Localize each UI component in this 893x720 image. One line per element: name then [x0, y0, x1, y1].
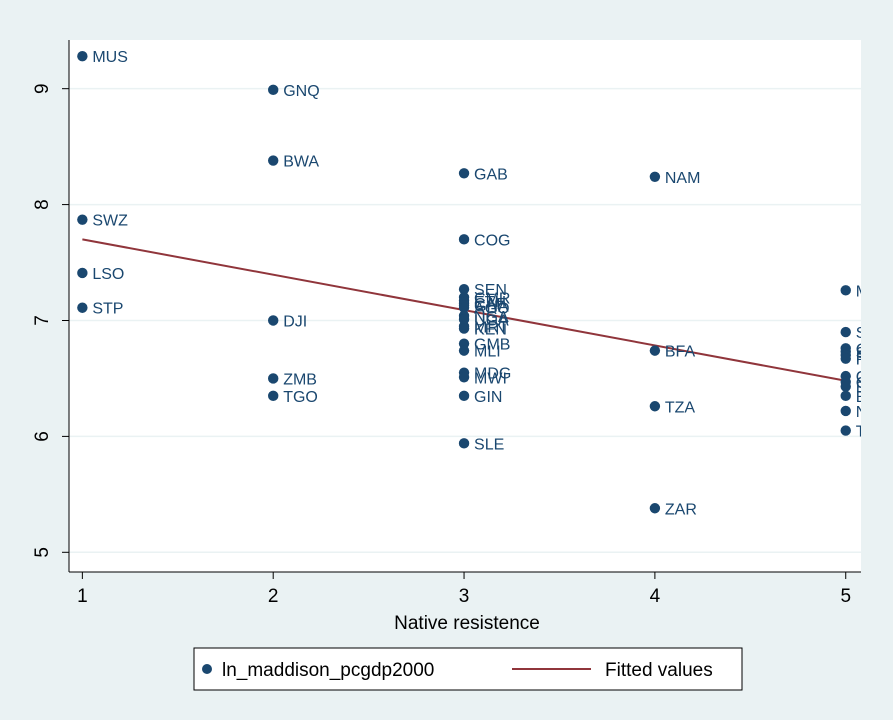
x-tick-label-5: 5: [840, 586, 851, 607]
point-label-COG: COG: [474, 232, 510, 249]
point-label-CAF: CAF: [474, 296, 506, 313]
point-ZAR: [649, 503, 661, 514]
x-tick-label-1: 1: [77, 586, 88, 607]
y-tick-label-6: 6: [32, 431, 53, 442]
point-TGO: [268, 390, 279, 402]
point-label-GAB: GAB: [474, 166, 508, 183]
point-label-GIN: GIN: [474, 389, 502, 406]
point-LSO: [77, 267, 88, 279]
y-tick-label-7: 7: [32, 315, 53, 326]
point-label-MRT: MRT: [474, 319, 509, 336]
legend: ln_maddison_pcgdp2000 Fitted values: [193, 647, 743, 691]
point-MWI: [458, 372, 470, 383]
legend-label-fit-line: Fitted values: [605, 660, 713, 681]
point-label-BFA: BFA: [665, 344, 696, 361]
point-label-SLE: SLE: [474, 436, 504, 453]
point-SWZ: [77, 214, 88, 225]
point-TZA: [649, 401, 661, 412]
point-COG: [458, 234, 470, 245]
point-label-MWI: MWI: [474, 370, 507, 387]
point-TCD: [840, 425, 851, 436]
y-tick-label-5: 5: [32, 547, 53, 558]
point-label-CMR: CMR: [474, 290, 510, 307]
point-label-SEN: SEN: [474, 282, 507, 299]
point-AGO: [458, 302, 470, 313]
x-tick-label-4: 4: [650, 586, 661, 607]
point-label-MLI: MLI: [474, 344, 501, 361]
x-tick-label-3: 3: [459, 586, 470, 607]
point-BWA: [268, 155, 279, 166]
point-label-LSO: LSO: [92, 266, 124, 283]
point-GIN: [458, 390, 470, 402]
point-label-SWZ: SWZ: [92, 213, 128, 230]
point-label-AGO: AGO: [474, 301, 510, 318]
point-label-NGA: NGA: [474, 309, 509, 326]
point-label-KEN: KEN: [474, 322, 507, 339]
plot-clip-cover: [861, 0, 893, 720]
point-NAM: [649, 171, 661, 182]
point-KEN: [458, 323, 470, 334]
point-GNQ: [268, 84, 279, 96]
point-label-ZAR: ZAR: [665, 501, 697, 518]
point-MUS: [77, 51, 88, 62]
point-ERI: [840, 381, 851, 392]
point-SLE: [458, 438, 470, 449]
point-label-BWA: BWA: [283, 154, 319, 171]
point-label-UGA: UGA: [474, 312, 509, 329]
point-label-DJI: DJI: [283, 313, 307, 330]
x-tick-label-2: 2: [268, 586, 279, 607]
point-label-MDG: MDG: [474, 366, 511, 383]
x-axis: 1 2 3 4 5: [69, 571, 861, 607]
point-NER: [840, 405, 851, 417]
legend-box: [193, 647, 743, 691]
point-label-ZMB: ZMB: [283, 371, 317, 388]
legend-marker-scatter: [202, 664, 212, 674]
point-STP: [77, 302, 88, 313]
point-BFA: [649, 345, 661, 356]
point-label-TGO: TGO: [283, 389, 318, 406]
point-label-NAM: NAM: [665, 170, 701, 187]
point-RCV: [840, 353, 851, 364]
point-label-GHA: GHA: [474, 298, 509, 315]
point-SEN: [458, 283, 470, 295]
point-BDI: [840, 390, 851, 402]
point-label-TZA: TZA: [665, 399, 696, 416]
point-ZMB: [268, 373, 279, 384]
y-tick-label-9: 9: [32, 83, 53, 94]
point-label-ETH: ETH: [474, 294, 506, 311]
point-MLI: [458, 345, 470, 356]
y-axis: 5 6 7 8 9: [32, 40, 70, 572]
point-SDN: [840, 326, 851, 338]
point-GAB: [458, 168, 470, 179]
point-label-STP: STP: [92, 301, 123, 318]
point-MOZ: [840, 285, 851, 296]
y-tick-label-8: 8: [32, 199, 53, 210]
legend-label-scatter: ln_maddison_pcgdp2000: [222, 660, 434, 681]
point-label-GMB: GMB: [474, 337, 510, 354]
points-layer: [77, 51, 851, 514]
point-DJI: [268, 315, 279, 326]
x-axis-label: Native resistence: [394, 613, 540, 634]
point-label-MUS: MUS: [92, 49, 128, 66]
point-label-GNQ: GNQ: [283, 83, 319, 100]
